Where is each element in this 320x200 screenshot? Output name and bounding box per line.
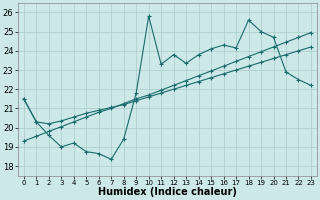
X-axis label: Humidex (Indice chaleur): Humidex (Indice chaleur) xyxy=(98,187,237,197)
